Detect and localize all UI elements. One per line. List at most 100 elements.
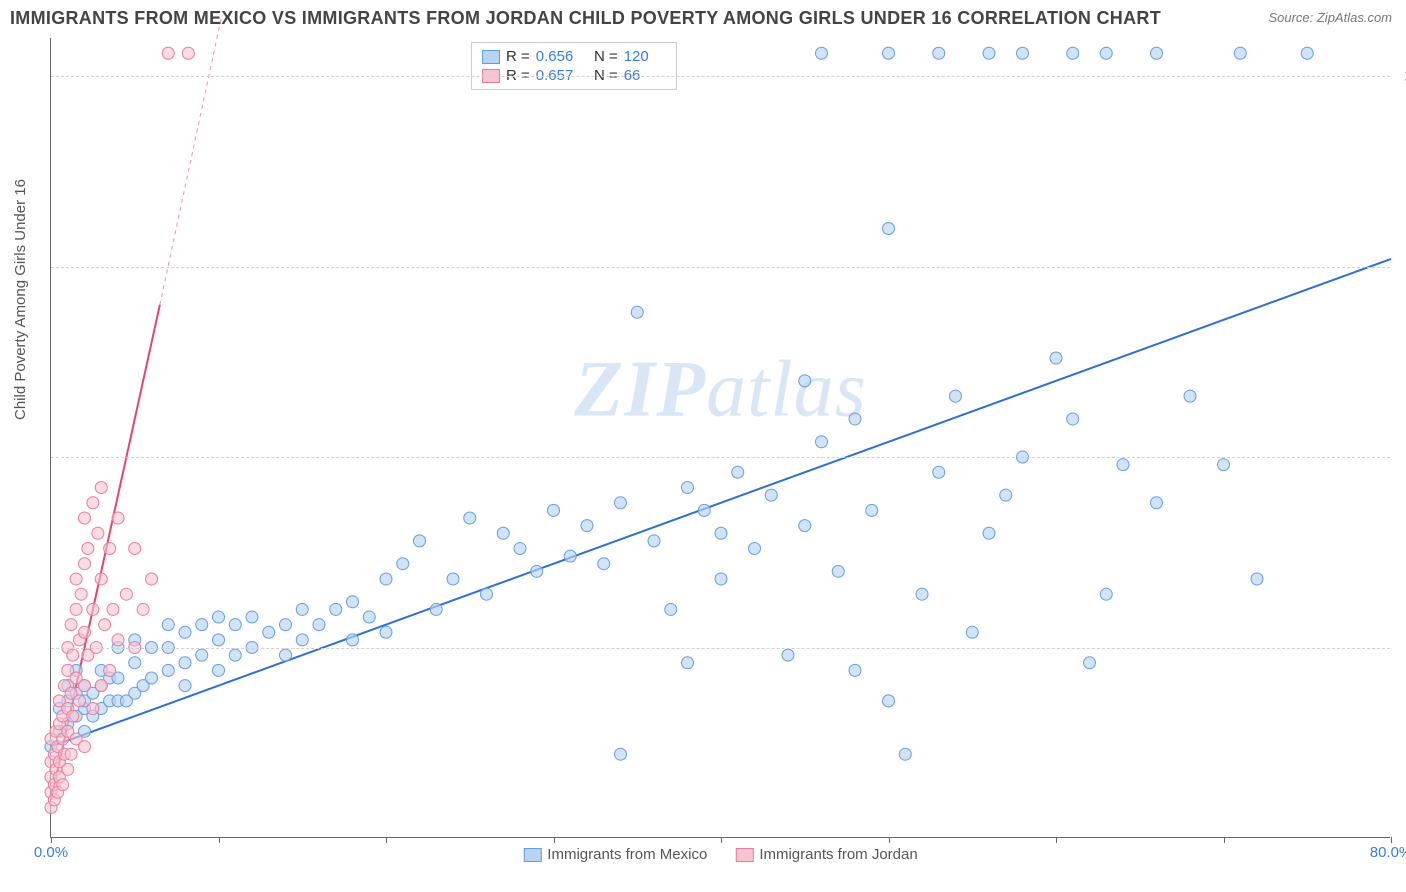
data-point: [832, 565, 844, 577]
source-credit: Source: ZipAtlas.com: [1268, 10, 1392, 25]
data-point: [104, 664, 116, 676]
data-point: [137, 603, 149, 615]
data-point: [229, 649, 241, 661]
data-point: [196, 649, 208, 661]
xtick-mark: [721, 837, 722, 843]
data-point: [296, 634, 308, 646]
data-point: [899, 748, 911, 760]
data-point: [1067, 47, 1079, 59]
data-point: [179, 626, 191, 638]
data-point: [1050, 352, 1062, 364]
data-point: [146, 573, 158, 585]
data-point: [95, 482, 107, 494]
legend-item: Immigrants from Mexico: [523, 846, 707, 863]
gridline: [51, 267, 1390, 268]
data-point: [983, 47, 995, 59]
data-point: [933, 47, 945, 59]
data-point: [67, 649, 79, 661]
xtick-mark: [889, 837, 890, 843]
gridline: [51, 457, 1390, 458]
series-name: Immigrants from Jordan: [759, 846, 917, 863]
gridline: [51, 76, 1390, 77]
y-axis-label: Child Poverty Among Girls Under 16: [12, 179, 29, 420]
data-point: [129, 542, 141, 554]
data-point: [1301, 47, 1313, 59]
data-point: [916, 588, 928, 600]
data-point: [213, 664, 225, 676]
data-point: [380, 626, 392, 638]
data-point: [950, 390, 962, 402]
data-point: [196, 619, 208, 631]
data-point: [548, 504, 560, 516]
data-point: [112, 634, 124, 646]
data-point: [497, 527, 509, 539]
data-point: [514, 542, 526, 554]
series-name: Immigrants from Mexico: [547, 846, 707, 863]
data-point: [1117, 459, 1129, 471]
data-point: [883, 695, 895, 707]
data-point: [99, 619, 111, 631]
data-point: [447, 573, 459, 585]
data-point: [347, 596, 359, 608]
data-point: [280, 619, 292, 631]
data-point: [104, 542, 116, 554]
data-point: [849, 664, 861, 676]
data-point: [92, 527, 104, 539]
data-point: [749, 542, 761, 554]
data-point: [665, 603, 677, 615]
data-point: [347, 634, 359, 646]
data-point: [1218, 459, 1230, 471]
data-point: [883, 47, 895, 59]
data-point: [414, 535, 426, 547]
data-point: [1100, 47, 1112, 59]
data-point: [564, 550, 576, 562]
data-point: [87, 603, 99, 615]
data-point: [79, 626, 91, 638]
xtick-label: 80.0%: [1370, 844, 1406, 861]
xtick-mark: [219, 837, 220, 843]
data-point: [1234, 47, 1246, 59]
data-point: [464, 512, 476, 524]
series-legend: Immigrants from Mexico Immigrants from J…: [523, 846, 917, 863]
chart-svg: [51, 38, 1390, 837]
data-point: [1151, 497, 1163, 509]
data-point: [698, 504, 710, 516]
trend-line: [51, 259, 1391, 747]
xtick-mark: [554, 837, 555, 843]
data-point: [799, 520, 811, 532]
data-point: [67, 710, 79, 722]
data-point: [313, 619, 325, 631]
xtick-mark: [51, 837, 52, 843]
data-point: [1100, 588, 1112, 600]
data-point: [883, 222, 895, 234]
ytick-label: 75.0%: [1395, 258, 1406, 275]
data-point: [146, 672, 158, 684]
legend-item: Immigrants from Jordan: [735, 846, 917, 863]
data-point: [79, 680, 91, 692]
data-point: [1151, 47, 1163, 59]
data-point: [65, 619, 77, 631]
data-point: [162, 619, 174, 631]
data-point: [648, 535, 660, 547]
data-point: [179, 657, 191, 669]
data-point: [213, 611, 225, 623]
legend-swatch: [735, 848, 753, 862]
data-point: [246, 611, 258, 623]
data-point: [682, 657, 694, 669]
data-point: [933, 466, 945, 478]
data-point: [70, 603, 82, 615]
data-point: [213, 634, 225, 646]
xtick-mark: [1391, 837, 1392, 843]
chart-title: IMMIGRANTS FROM MEXICO VS IMMIGRANTS FRO…: [10, 8, 1161, 29]
data-point: [79, 512, 91, 524]
data-point: [531, 565, 543, 577]
data-point: [162, 47, 174, 59]
data-point: [1251, 573, 1263, 585]
xtick-mark: [386, 837, 387, 843]
data-point: [87, 497, 99, 509]
legend-swatch: [523, 848, 541, 862]
data-point: [782, 649, 794, 661]
data-point: [120, 588, 132, 600]
data-point: [581, 520, 593, 532]
data-point: [849, 413, 861, 425]
